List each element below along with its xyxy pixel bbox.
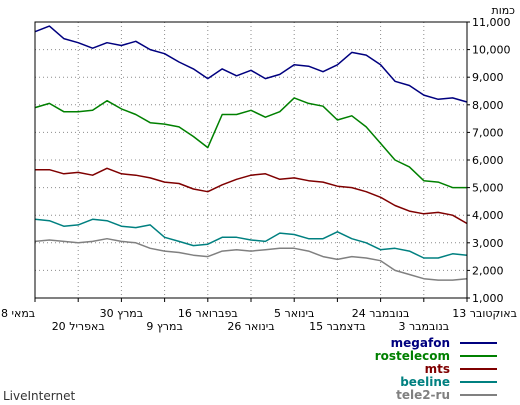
y-tick-label: 10,000	[472, 44, 511, 57]
y-tick-label: 11,000	[472, 16, 511, 29]
grid	[35, 22, 467, 298]
legend-label-beeline: beeline	[400, 375, 450, 389]
x-tick-label: 3 בנובמבר	[398, 320, 449, 333]
y-axis: 1,000 2,000 3,000 4,000 5,000 6,000 7,000 8,000…	[467, 16, 511, 305]
y-tick-label: 6,000	[472, 154, 504, 167]
x-tick-label: 8 במאי	[1, 307, 35, 320]
y-tick-label: 9,000	[472, 71, 504, 84]
legend-label-rostelecom: rostelecom	[375, 349, 450, 363]
y-tick-label: 8,000	[472, 99, 504, 112]
series-line-megafon	[34, 25, 468, 103]
y-tick-label: 3,000	[472, 237, 504, 250]
x-tick-label: 9 במרץ	[146, 320, 182, 333]
y-axis-title: כמות	[491, 4, 515, 17]
y-tick-label: 2,000	[472, 264, 504, 277]
series-lines	[34, 25, 468, 281]
series-line-beeline	[34, 218, 468, 259]
brand-label: LiveInternet	[3, 389, 75, 403]
series-line-mts	[35, 167, 468, 225]
x-tick-label: 30 במרץ	[100, 307, 143, 320]
x-tick-label: 13 באוקטובר	[452, 307, 517, 320]
x-tick-label: 24 בנובמבר	[352, 307, 410, 320]
x-tick-label: 20 באפריל	[52, 320, 105, 333]
x-tick-label: 15 בדצמבר	[309, 320, 365, 333]
series-line-tele2-ru	[34, 237, 468, 281]
y-tick-label: 5,000	[472, 182, 504, 195]
legend-label-mts: mts	[425, 362, 450, 376]
y-tick-label: 1,000	[472, 292, 504, 305]
x-tick-label: 5 בינואר	[274, 307, 314, 320]
series-line-rostelecom	[34, 97, 467, 189]
x-tick-label: 26 בינואר	[227, 320, 274, 333]
legend-label-tele2-ru: tele2-ru	[396, 388, 450, 402]
y-tick-label: 4,000	[472, 209, 504, 222]
y-tick-label: 7,000	[472, 126, 504, 139]
legend-label-megafon: megafon	[391, 336, 450, 350]
x-tick-label: 16 בפברואר	[178, 307, 238, 320]
